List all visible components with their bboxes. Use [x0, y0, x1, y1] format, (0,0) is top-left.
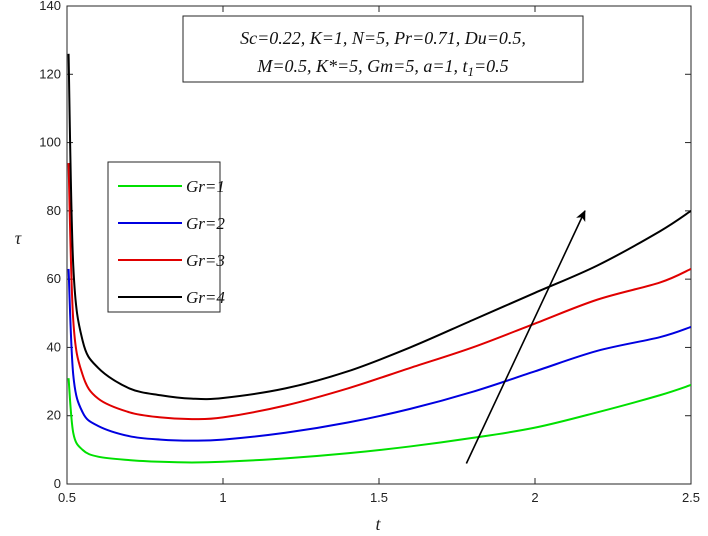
legend-label-gr-2: Gr=2 — [186, 214, 225, 233]
series-line-gr-3 — [67, 163, 691, 421]
trend-arrow — [465, 209, 586, 464]
series-line-gr-4 — [67, 53, 691, 401]
x-tick-label-4: 2.5 — [682, 490, 700, 505]
legend: Gr=1 Gr=2 Gr=3 Gr=4 — [107, 161, 225, 313]
y-tick-label-3: 60 — [47, 271, 61, 286]
y-tick-label-1: 20 — [47, 408, 61, 423]
x-tick-label-0: 0.5 — [58, 490, 76, 505]
y-axis-label: τ — [15, 228, 22, 248]
y-tick-label-2: 40 — [47, 339, 61, 354]
y-tick-label-0: 0 — [54, 476, 61, 491]
series-line-gr-1 — [67, 378, 691, 464]
x-tick-label-1: 1 — [219, 490, 226, 505]
axis-ticks: 0.5 1 1.5 2 2.5 0 20 40 60 80 100 120 140 — [39, 0, 700, 505]
annotation-box: Sc=0.22, K=1, N=5, Pr=0.71, Du=0.5, M=0.… — [182, 15, 584, 83]
x-tick-label-3: 2 — [531, 490, 538, 505]
x-axis-label: t — [375, 514, 381, 534]
legend-label-gr-3: Gr=3 — [186, 251, 225, 270]
annotation-subscript: 1 — [467, 64, 474, 79]
legend-label-gr-1: Gr=1 — [186, 177, 225, 196]
annotation-line-2: M=0.5, K*=5, Gm=5, a=1, t1=0.5 — [256, 56, 508, 79]
legend-label-gr-4: Gr=4 — [186, 288, 225, 307]
series-group — [67, 53, 691, 464]
annotation-line-2-end: =0.5 — [474, 56, 509, 76]
y-tick-label-7: 140 — [39, 0, 61, 13]
y-tick-label-5: 100 — [39, 135, 61, 150]
y-tick-label-6: 120 — [39, 66, 61, 81]
y-tick-label-4: 80 — [47, 203, 61, 218]
series-line-gr-2 — [67, 268, 691, 442]
annotation-line-2-main: M=0.5, K*=5, Gm=5, a=1, t — [256, 56, 468, 76]
annotation-line-1: Sc=0.22, K=1, N=5, Pr=0.71, Du=0.5, — [240, 28, 526, 48]
x-tick-label-2: 1.5 — [370, 490, 388, 505]
